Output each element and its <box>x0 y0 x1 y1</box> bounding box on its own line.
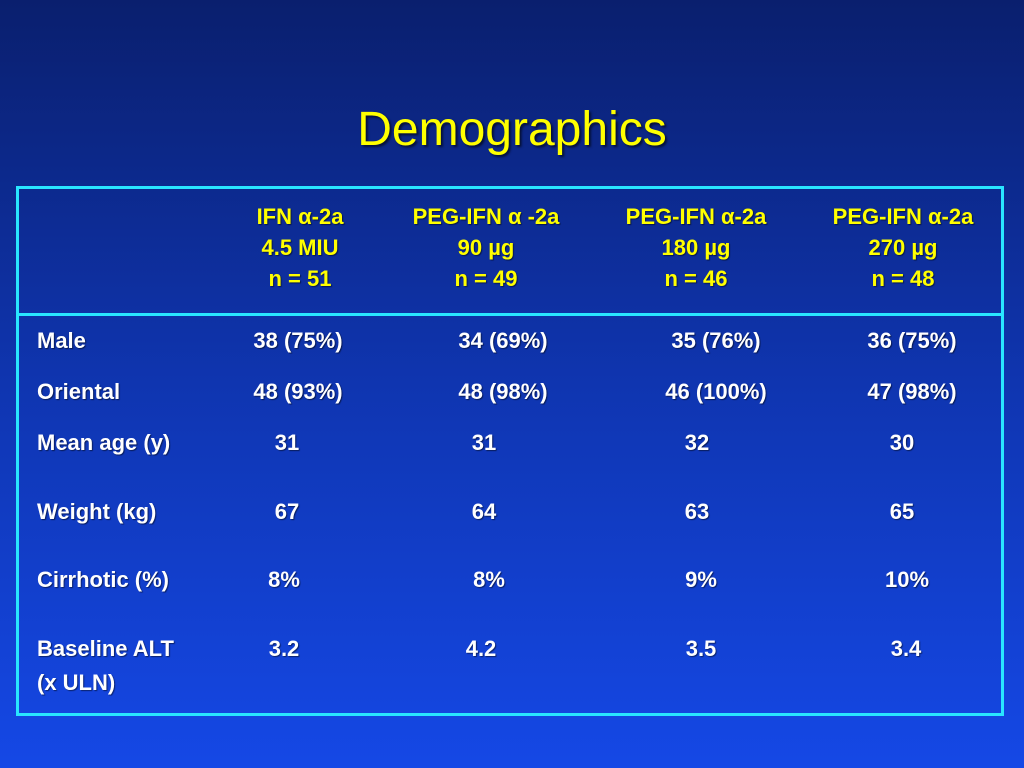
table-cell: 9% <box>685 567 717 592</box>
table-cell: 31 <box>274 430 300 455</box>
column-header-peg-90: PEG-IFN α -2a 90 µg n = 49 <box>386 201 586 294</box>
table-cell: 3.2 <box>268 636 300 661</box>
table-cell: 48 (93%) <box>253 379 343 404</box>
table-cell: 67 <box>274 499 300 524</box>
column-header-line: n = 46 <box>664 266 728 291</box>
column-header-line: PEG-IFN α -2a <box>412 204 560 229</box>
column-header-ifn: IFN α-2a 4.5 MIU n = 51 <box>200 201 400 294</box>
row-label-cirrhotic: Cirrhotic (%) <box>37 567 169 592</box>
column-header-line: 180 µg <box>661 235 731 260</box>
table-cell: 64 <box>471 499 497 524</box>
column-header-peg-270: PEG-IFN α-2a 270 µg n = 48 <box>803 201 1003 294</box>
table-cell: 34 (69%) <box>458 328 548 353</box>
row-label-mean-age: Mean age (y) <box>37 430 171 455</box>
table-cell: 30 <box>889 430 915 455</box>
table-cell: 31 <box>471 430 497 455</box>
table-cell: 4.2 <box>465 636 497 661</box>
table-cell: 46 (100%) <box>665 379 767 404</box>
table-cell: 8% <box>268 567 300 592</box>
table-cell: 48 (98%) <box>458 379 548 404</box>
column-header-line: PEG-IFN α-2a <box>625 204 767 229</box>
table-cell: 3.4 <box>890 636 922 661</box>
row-label-baseline-alt-unit: (x ULN) <box>37 670 116 695</box>
column-header-peg-180: PEG-IFN α-2a 180 µg n = 46 <box>596 201 796 294</box>
table-cell: 8% <box>473 567 505 592</box>
row-label-weight: Weight (kg) <box>37 499 157 524</box>
column-header-line: IFN α-2a <box>256 204 344 229</box>
slide-title: Demographics <box>357 103 667 156</box>
table-cell: 65 <box>889 499 915 524</box>
row-label-male: Male <box>37 328 86 353</box>
row-label-oriental: Oriental <box>37 379 121 404</box>
row-label-baseline-alt: Baseline ALT <box>37 636 174 661</box>
table-cell: 47 (98%) <box>867 379 957 404</box>
column-header-line: n = 49 <box>454 266 518 291</box>
column-header-line: n = 51 <box>268 266 332 291</box>
column-header-line: n = 48 <box>871 266 935 291</box>
table-cell: 36 (75%) <box>867 328 957 353</box>
table-border <box>16 186 1004 716</box>
table-cell: 63 <box>684 499 710 524</box>
table-cell: 35 (76%) <box>671 328 761 353</box>
column-header-line: 90 µg <box>457 235 515 260</box>
column-header-line: PEG-IFN α-2a <box>832 204 974 229</box>
table-cell: 3.5 <box>685 636 717 661</box>
column-header-line: 4.5 MIU <box>261 235 339 260</box>
table-cell: 32 <box>684 430 710 455</box>
header-divider <box>16 313 1004 316</box>
table-cell: 38 (75%) <box>253 328 343 353</box>
table-cell: 10% <box>884 567 930 592</box>
column-header-line: 270 µg <box>868 235 938 260</box>
